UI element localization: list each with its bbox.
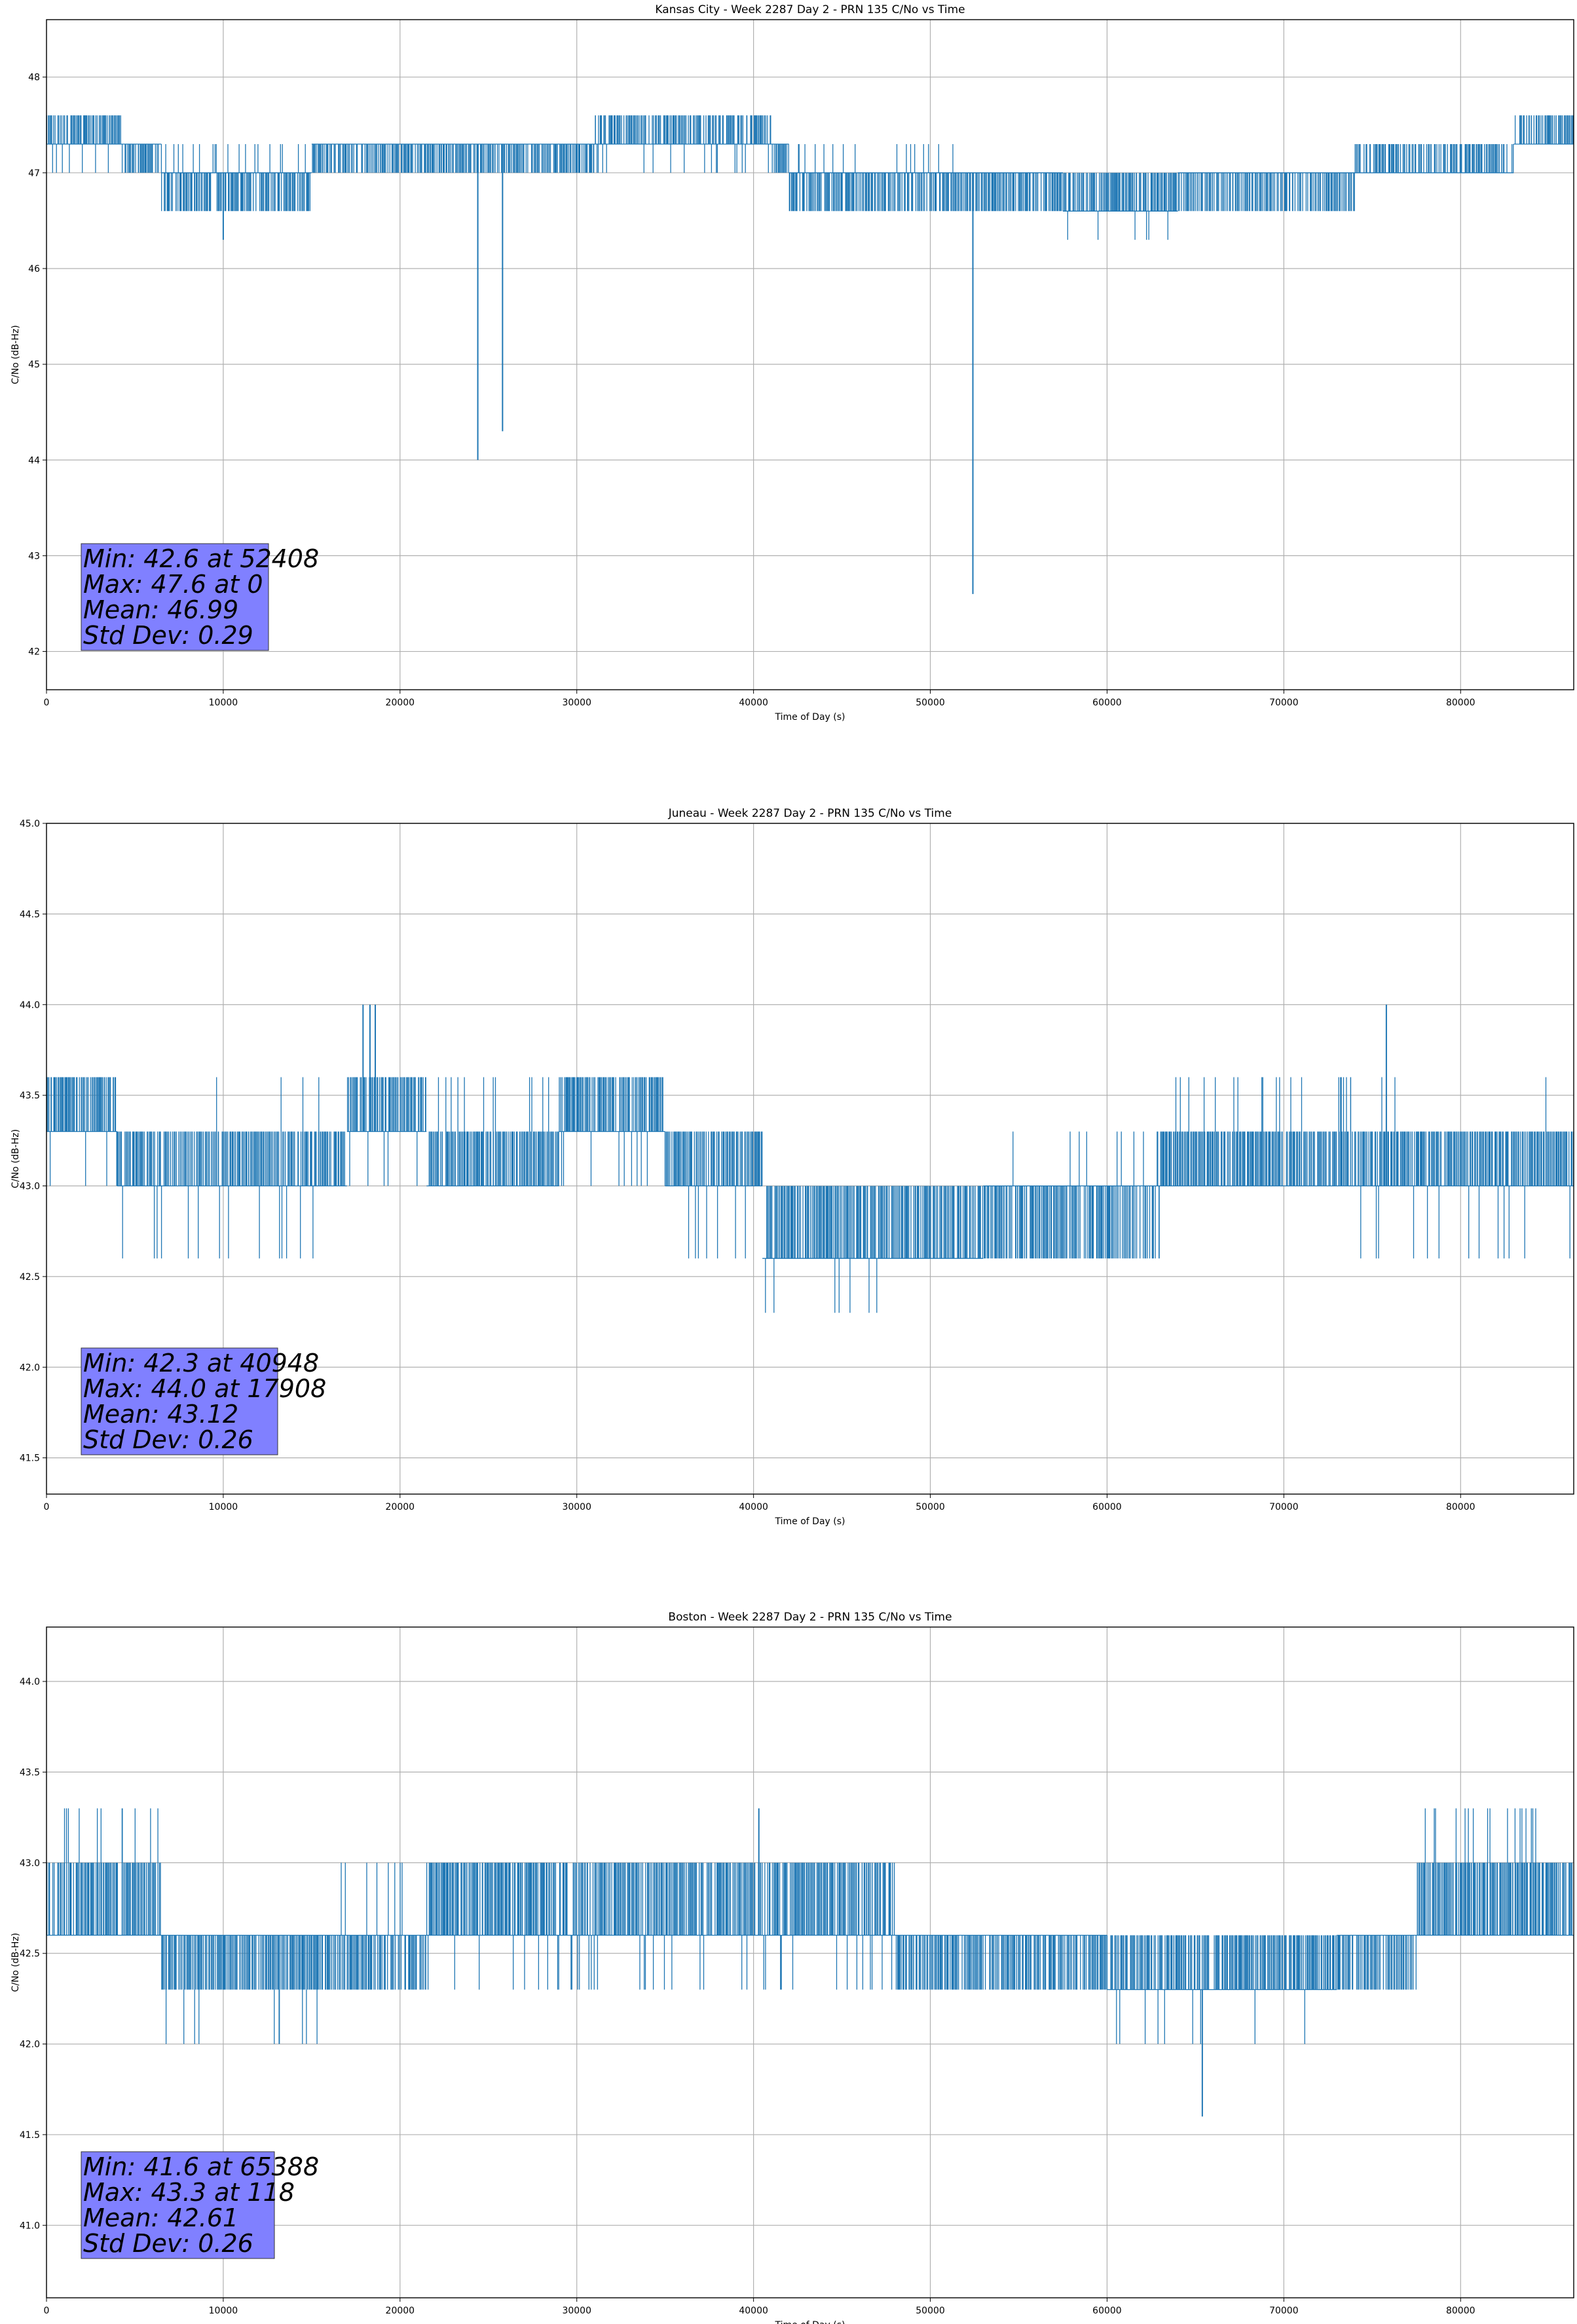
stats-min: Min: 42.6 at 52408 xyxy=(83,544,319,573)
stats-box xyxy=(81,543,269,651)
x-tick-label: 80000 xyxy=(1446,1502,1475,1512)
y-tick-label: 45 xyxy=(28,360,40,370)
y-axis-label: C/No (dB-Hz) xyxy=(10,1129,21,1188)
y-tick-label: 48 xyxy=(28,73,40,83)
y-tick-label: 42.0 xyxy=(20,2040,40,2050)
chart-panel-3: Boston - Week 2287 Day 2 - PRN 135 C/No … xyxy=(10,1611,1574,2324)
x-tick-label: 10000 xyxy=(209,698,238,708)
chart-title: Juneau - Week 2287 Day 2 - PRN 135 C/No … xyxy=(668,807,952,820)
x-tick-label: 50000 xyxy=(916,2306,945,2316)
y-tick-label: 44 xyxy=(28,455,40,466)
chart-panel-2: Juneau - Week 2287 Day 2 - PRN 135 C/No … xyxy=(10,807,1574,1527)
series-line xyxy=(46,1808,1574,2044)
y-tick-label: 43.5 xyxy=(20,1767,40,1778)
chart-panel-1: Kansas City - Week 2287 Day 2 - PRN 135 … xyxy=(10,3,1574,722)
y-tick-label: 44.0 xyxy=(20,1000,40,1011)
x-tick-label: 70000 xyxy=(1269,1502,1299,1512)
y-tick-label: 43.0 xyxy=(20,1858,40,1869)
y-tick-label: 42 xyxy=(28,647,40,658)
x-tick-label: 50000 xyxy=(916,698,945,708)
x-tick-label: 40000 xyxy=(739,2306,768,2316)
x-tick-label: 0 xyxy=(44,1502,50,1512)
y-tick-label: 41.5 xyxy=(20,2130,40,2141)
chart-title: Boston - Week 2287 Day 2 - PRN 135 C/No … xyxy=(668,1611,952,1624)
y-tick-label: 42.5 xyxy=(20,1272,40,1283)
x-tick-label: 50000 xyxy=(916,1502,945,1512)
y-tick-label: 42.0 xyxy=(20,1362,40,1373)
x-tick-label: 40000 xyxy=(739,1502,768,1512)
x-tick-label: 20000 xyxy=(386,2306,415,2316)
stats-mean: Mean: 43.12 xyxy=(83,1400,238,1429)
x-tick-label: 30000 xyxy=(562,2306,591,2316)
y-tick-label: 41.0 xyxy=(20,2221,40,2231)
x-axis-label: Time of Day (s) xyxy=(775,712,845,722)
stats-box xyxy=(81,1347,278,1455)
y-tick-label: 41.5 xyxy=(20,1453,40,1464)
x-tick-label: 80000 xyxy=(1446,2306,1475,2316)
x-tick-label: 30000 xyxy=(562,1502,591,1512)
y-tick-label: 46 xyxy=(28,264,40,274)
plot-frame xyxy=(46,1626,1574,2298)
x-tick-label: 80000 xyxy=(1446,698,1475,708)
stats-min: Min: 41.6 at 65388 xyxy=(83,2152,319,2181)
y-tick-label: 43 xyxy=(28,551,40,561)
x-tick-label: 40000 xyxy=(739,698,768,708)
stats-mean: Mean: 46.99 xyxy=(83,595,238,624)
y-axis-label: C/No (dB-Hz) xyxy=(10,1933,21,1992)
y-tick-label: 43.0 xyxy=(20,1182,40,1192)
x-tick-label: 30000 xyxy=(562,698,591,708)
stats-max: Max: 47.6 at 0 xyxy=(83,570,263,599)
y-tick-label: 43.5 xyxy=(20,1091,40,1101)
x-tick-label: 60000 xyxy=(1092,1502,1122,1512)
stats-min: Min: 42.3 at 40948 xyxy=(83,1349,319,1378)
y-tick-label: 45.0 xyxy=(20,819,40,829)
plot-frame xyxy=(46,823,1574,1495)
y-tick-label: 44.5 xyxy=(20,909,40,920)
x-tick-label: 70000 xyxy=(1269,2306,1299,2316)
x-tick-label: 70000 xyxy=(1269,698,1299,708)
y-axis-label: C/No (dB-Hz) xyxy=(10,325,21,384)
x-tick-label: 0 xyxy=(44,2306,50,2316)
x-tick-label: 60000 xyxy=(1092,698,1122,708)
series-line xyxy=(46,115,1574,240)
y-tick-label: 42.5 xyxy=(20,1949,40,1959)
series-line xyxy=(46,1077,1574,1313)
stats-max: Max: 43.3 at 118 xyxy=(83,2178,295,2207)
chart-title: Kansas City - Week 2287 Day 2 - PRN 135 … xyxy=(655,3,965,16)
x-tick-label: 60000 xyxy=(1092,2306,1122,2316)
stats-std: Std Dev: 0.26 xyxy=(83,1425,253,1454)
x-tick-label: 20000 xyxy=(386,1502,415,1512)
stats-std: Std Dev: 0.29 xyxy=(83,621,253,650)
stats-max: Max: 44.0 at 17908 xyxy=(83,1374,326,1403)
y-tick-label: 47 xyxy=(28,168,40,179)
x-tick-label: 20000 xyxy=(386,698,415,708)
stats-box xyxy=(81,2151,275,2259)
x-tick-label: 0 xyxy=(44,698,50,708)
x-tick-label: 10000 xyxy=(209,1502,238,1512)
x-tick-label: 10000 xyxy=(209,2306,238,2316)
stats-std: Std Dev: 0.26 xyxy=(83,2229,253,2258)
plot-frame xyxy=(46,19,1574,690)
x-axis-label: Time of Day (s) xyxy=(775,1516,845,1527)
stats-mean: Mean: 42.61 xyxy=(83,2203,238,2232)
y-tick-label: 44.0 xyxy=(20,1677,40,1687)
x-axis-label: Time of Day (s) xyxy=(775,2320,845,2324)
